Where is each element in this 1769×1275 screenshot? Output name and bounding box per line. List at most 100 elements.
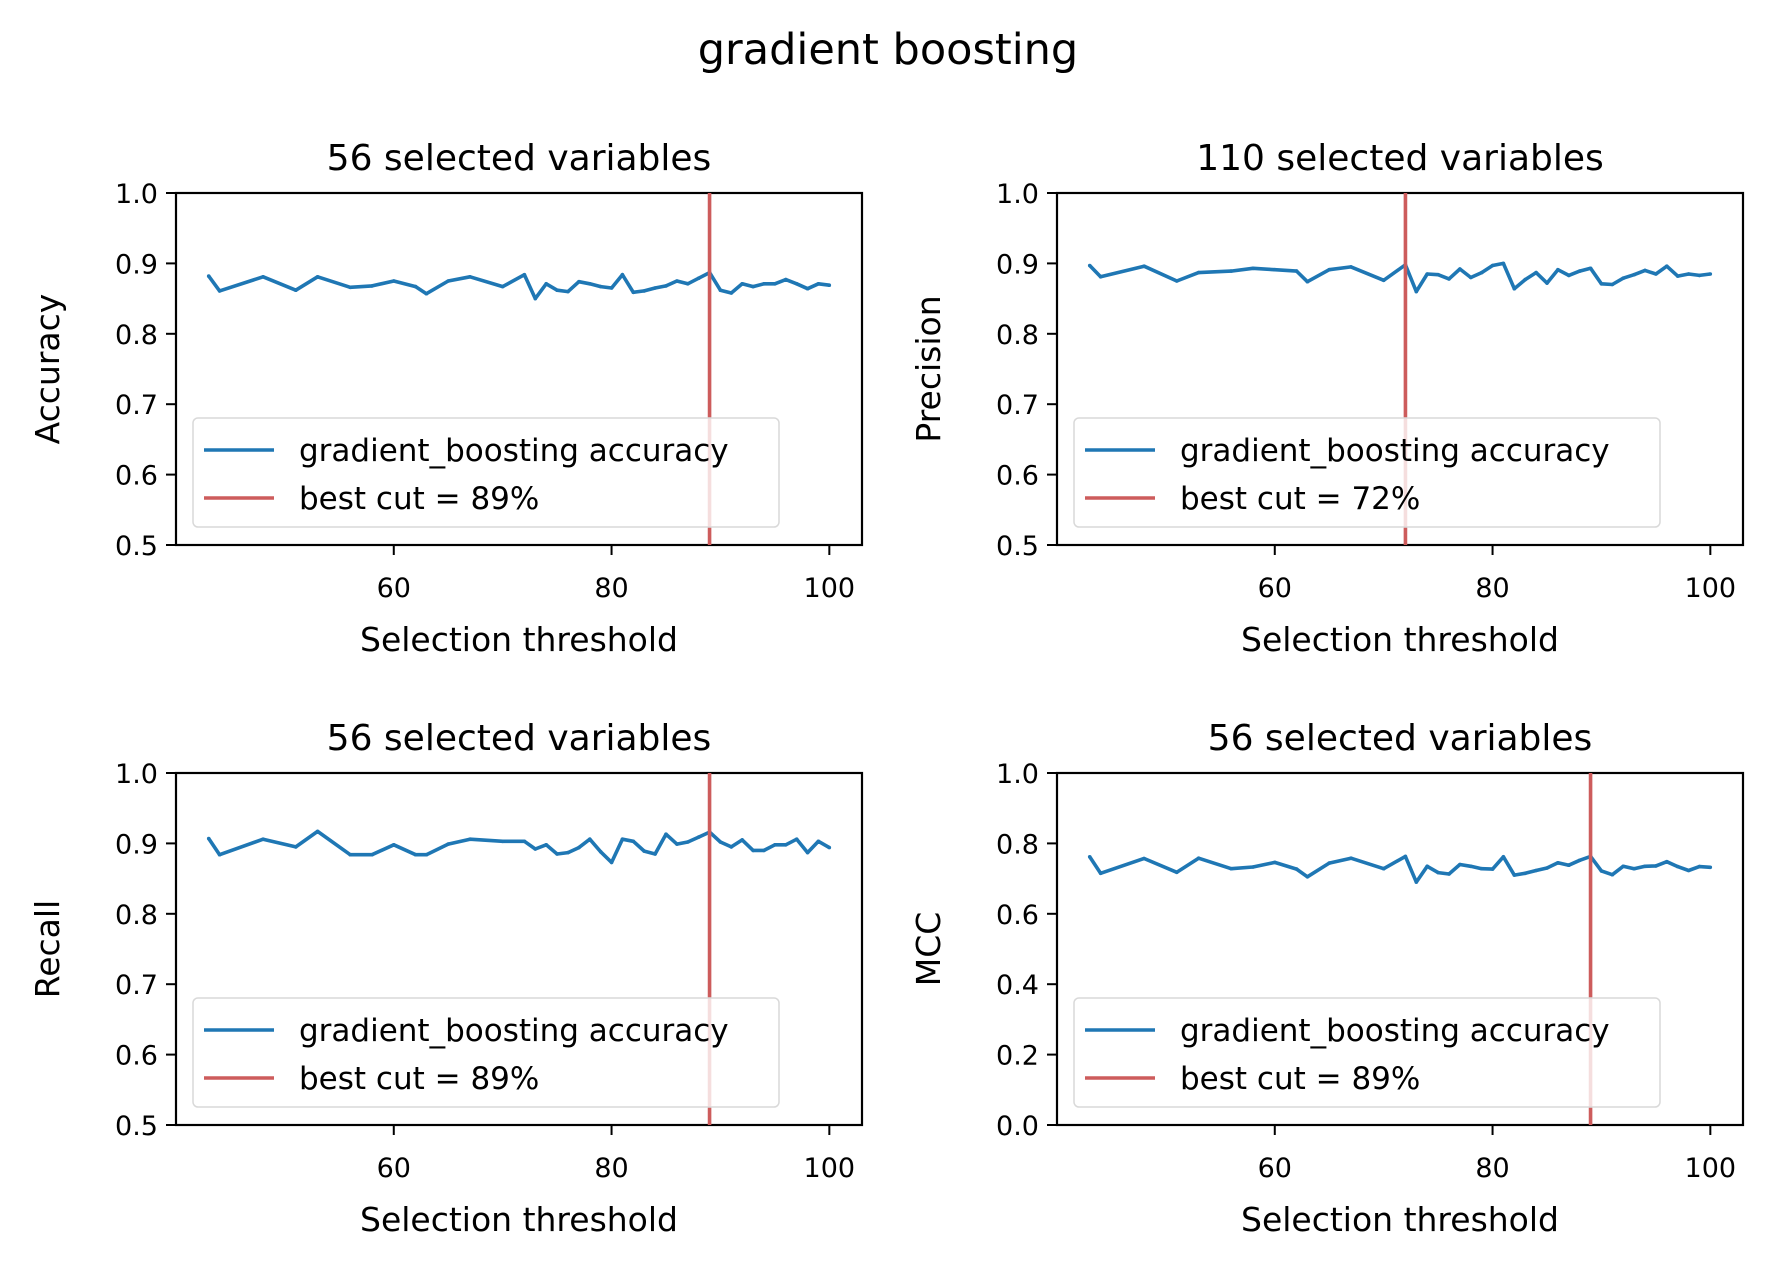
x-axis-label: Selection threshold xyxy=(1241,1200,1559,1239)
data-point xyxy=(609,860,614,865)
data-point xyxy=(588,837,592,841)
data-point xyxy=(1447,277,1451,281)
data-point xyxy=(544,282,548,286)
x-tick-label: 100 xyxy=(1685,1153,1737,1184)
y-tick-label: 0.8 xyxy=(115,900,158,931)
data-point xyxy=(1632,866,1636,871)
data-point xyxy=(609,286,614,290)
legend-label-accuracy: gradient_boosting accuracy xyxy=(299,1013,729,1049)
data-point xyxy=(1534,868,1538,873)
data-point xyxy=(500,284,505,289)
data-point xyxy=(566,850,570,855)
data-point xyxy=(1490,263,1495,268)
data-point xyxy=(1436,272,1440,277)
data-point xyxy=(773,282,777,286)
legend: gradient_boosting accuracy best cut = 89% xyxy=(192,997,780,1108)
data-point xyxy=(805,850,810,855)
data-point xyxy=(784,277,788,282)
x-tick-label: 60 xyxy=(377,1153,411,1184)
data-point xyxy=(1469,864,1473,869)
data-point xyxy=(1381,866,1386,871)
data-point xyxy=(566,289,570,294)
x-tick-label: 60 xyxy=(1258,573,1292,604)
data-point xyxy=(1436,870,1440,875)
data-point xyxy=(555,852,559,856)
data-point xyxy=(1458,862,1462,867)
data-point xyxy=(1175,870,1179,875)
data-point xyxy=(816,839,821,844)
figure-title: gradient boosting xyxy=(698,25,1078,75)
y-tick-label: 0.9 xyxy=(996,249,1039,280)
data-point xyxy=(1686,272,1691,276)
data-point xyxy=(794,837,799,841)
data-point xyxy=(1675,274,1680,278)
data-point xyxy=(1273,860,1277,865)
data-point xyxy=(1447,872,1451,876)
data-point xyxy=(424,852,429,857)
x-axis-label: Selection threshold xyxy=(360,620,678,659)
data-point xyxy=(1142,856,1146,861)
data-point xyxy=(1697,273,1702,278)
y-tick-label: 0.6 xyxy=(115,461,158,492)
data-point xyxy=(413,852,418,857)
data-point xyxy=(1654,864,1658,868)
data-point xyxy=(1349,856,1353,860)
data-point xyxy=(729,845,734,849)
data-point xyxy=(1196,856,1201,860)
data-point xyxy=(1577,858,1582,863)
x-tick-label: 80 xyxy=(594,1153,628,1184)
data-point xyxy=(653,852,657,856)
data-point xyxy=(827,283,832,288)
data-point xyxy=(413,284,418,289)
data-point xyxy=(1469,275,1473,280)
legend: gradient_boosting accuracy best cut = 72% xyxy=(1073,417,1661,528)
legend-label-best-cut: best cut = 89% xyxy=(1180,1061,1420,1097)
data-point xyxy=(294,288,298,293)
data-point xyxy=(1414,289,1419,294)
data-point xyxy=(816,282,821,286)
x-tick-label: 100 xyxy=(1685,573,1737,604)
data-point xyxy=(751,284,755,289)
data-point xyxy=(631,839,636,844)
y-tick-label: 0.7 xyxy=(996,390,1039,421)
accuracy-series-line xyxy=(1088,261,1711,294)
data-point xyxy=(1425,272,1429,276)
accuracy-series-line xyxy=(207,270,830,301)
data-point xyxy=(500,839,505,844)
panel-title: 56 selected variables xyxy=(327,138,712,179)
data-point xyxy=(1381,278,1386,283)
data-point xyxy=(1708,865,1713,870)
data-point xyxy=(1087,263,1092,268)
data-point xyxy=(217,289,222,293)
data-point xyxy=(1654,272,1658,276)
y-axis-label: Precision xyxy=(909,295,948,442)
data-point xyxy=(762,282,766,286)
data-point xyxy=(261,275,265,279)
data-point xyxy=(762,848,766,853)
y-tick-label: 0.6 xyxy=(115,1041,158,1072)
data-point xyxy=(1534,270,1538,275)
legend-box xyxy=(192,417,780,528)
y-axis-label: Recall xyxy=(28,900,67,998)
legend-box xyxy=(192,997,780,1108)
data-point xyxy=(696,835,701,839)
data-point xyxy=(1708,272,1713,276)
y-axis-label: MCC xyxy=(909,912,948,987)
data-point xyxy=(664,284,668,288)
data-point xyxy=(1327,267,1331,272)
data-point xyxy=(1545,866,1549,870)
data-point xyxy=(1501,261,1506,266)
data-point xyxy=(1675,864,1680,869)
y-tick-label: 0.0 xyxy=(996,1111,1039,1142)
y-tick-label: 1.0 xyxy=(115,759,158,790)
data-point xyxy=(1643,268,1647,273)
data-point xyxy=(718,288,723,293)
data-point xyxy=(1577,269,1582,273)
data-point xyxy=(1567,863,1571,867)
data-point xyxy=(370,284,374,288)
panel-title: 110 selected variables xyxy=(1196,138,1604,179)
data-point xyxy=(740,838,744,842)
data-point xyxy=(1632,272,1636,277)
accuracy-series-line xyxy=(207,829,831,865)
